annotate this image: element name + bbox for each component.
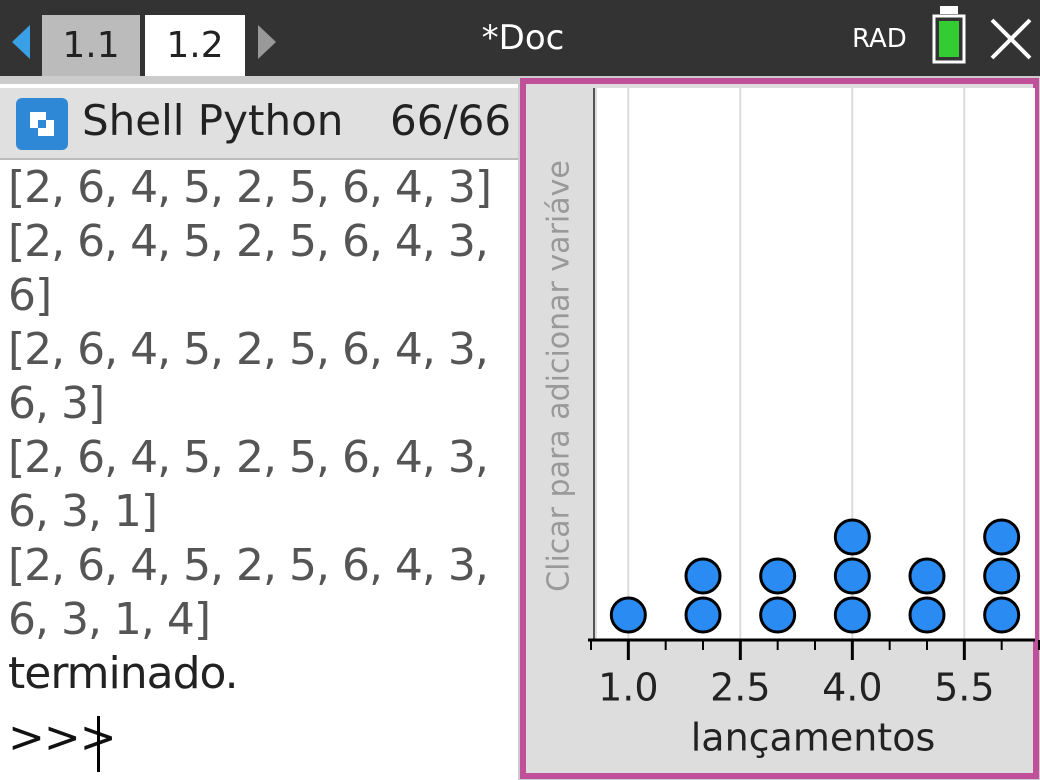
dot [908,596,946,634]
x-tick-label: 4.0 [822,666,882,710]
dot [684,596,722,634]
shell-line: 6, 3] [8,378,105,429]
shell-title: Shell Python [82,96,344,145]
shell-line: 6, 3, 1] [8,486,158,537]
dot [983,557,1021,595]
dot [833,518,871,556]
dot [759,596,797,634]
dot [759,557,797,595]
battery-level [939,21,959,57]
top-bar: 1.1 1.2 *Doc RAD [0,0,1040,76]
shell-line: [2, 6, 4, 5, 2, 5, 6, 4, 3, [8,432,489,483]
shell-line: 6] [8,270,52,321]
shell-header: Shell Python 66/66 [0,88,518,160]
dot [983,596,1021,634]
doc-title: *Doc [481,18,565,58]
chart-panel: Clicar para adicionar variáve lançamento… [520,78,1040,779]
tab[interactable]: 1.1 [42,15,140,76]
x-tick-label: 2.5 [710,666,770,710]
x-tick-label: 1.0 [598,666,658,710]
mode: RAD [852,24,907,54]
dot [908,557,946,595]
battery-tip [940,6,958,14]
shell-counter: 66/66 [390,96,512,145]
battery [932,14,966,64]
shell-line: [2, 6, 4, 5, 2, 5, 6, 4, 3, [8,216,489,267]
shell-line: terminado. [8,648,239,699]
python-icon [16,98,68,150]
dot [833,596,871,634]
plot-area [597,88,1035,640]
tab-active[interactable]: 1.2 [145,15,245,76]
top-icons [12,6,1032,64]
close-icon[interactable] [990,18,1032,60]
shell-line: [2, 6, 4, 5, 2, 5, 6, 4, 3, [8,324,489,375]
x-axis-label[interactable]: lançamentos [691,716,936,760]
dot [684,557,722,595]
shell-line: [2, 6, 4, 5, 2, 5, 6, 4, 3] [8,162,492,213]
x-tick-label: 5.5 [934,666,994,710]
shell-line: 6, 3, 1, 4] [8,594,211,645]
dot [609,596,647,634]
y-axis-label[interactable]: Clicar para adicionar variáve [542,160,577,592]
next-arrow[interactable] [258,25,276,59]
shell-panel [0,84,518,780]
dot [833,557,871,595]
cursor [97,716,100,772]
dot [983,518,1021,556]
shell-line: [2, 6, 4, 5, 2, 5, 6, 4, 3, [8,540,489,591]
prev-arrow[interactable] [12,25,30,59]
